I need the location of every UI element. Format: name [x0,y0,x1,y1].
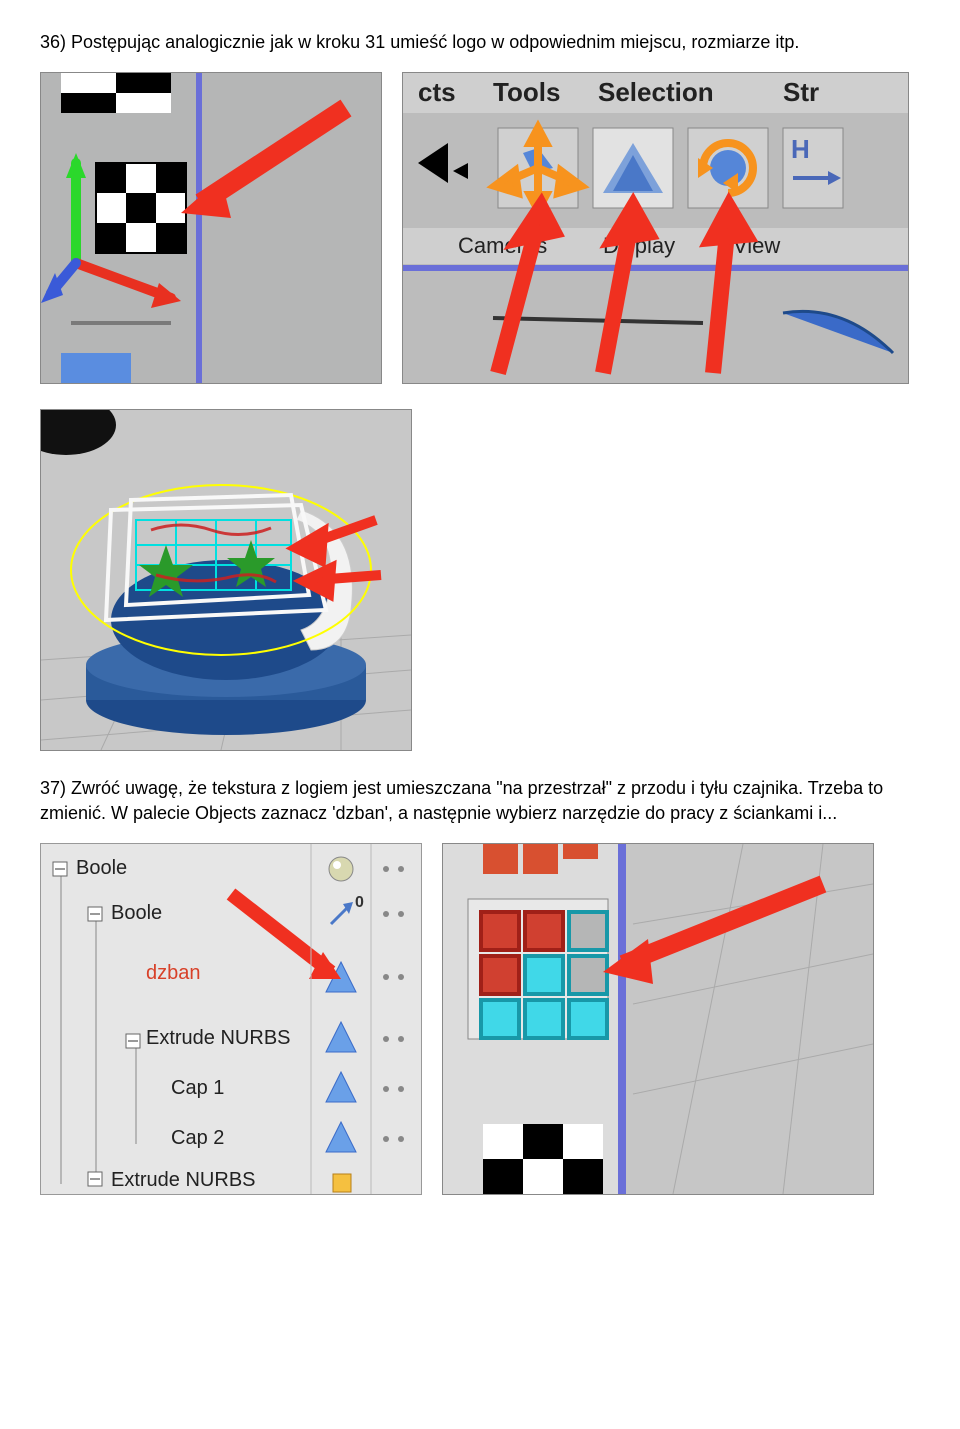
row-toolbar-shots: cts Tools Selection Str [40,72,920,384]
tree-extrude-2[interactable]: Extrude NURBS [111,1169,256,1191]
polygon-mode-button[interactable] [468,899,608,1039]
thumb-teapot-viewport [40,409,412,751]
menu-selection[interactable]: Selection [598,77,714,107]
svg-text:H: H [791,134,810,164]
menu-objects[interactable]: cts [418,77,456,107]
tree-cap1[interactable]: Cap 1 [171,1077,224,1099]
menu-tools[interactable]: Tools [493,77,560,107]
tree-extrude-1[interactable]: Extrude NURBS [146,1027,291,1049]
thumb-objects-tree: Boole Boole dzban Extrude NURBS Cap 1 Ca… [40,843,422,1195]
thumb-axis-gizmo [40,72,382,384]
step36-text: 36) Postępując analogicznie jak w kroku … [40,30,920,54]
menu-str[interactable]: Str [783,77,819,107]
svg-text:0: 0 [355,894,364,911]
move-tool[interactable] [495,128,581,210]
row-objmanager-polytool: Boole Boole dzban Extrude NURBS Cap 1 Ca… [40,843,920,1195]
tree-boole-2[interactable]: Boole [111,902,162,924]
step37-text: 37) Zwróć uwagę, że tekstura z logiem je… [40,776,920,825]
row-viewport-teapot [40,409,920,751]
thumb-polygon-tool [442,843,874,1195]
tree-cap2[interactable]: Cap 2 [171,1127,224,1149]
tree-boole-1[interactable]: Boole [76,857,127,879]
thumb-transform-tools: cts Tools Selection Str [402,72,909,384]
tree-dzban[interactable]: dzban [146,962,201,984]
